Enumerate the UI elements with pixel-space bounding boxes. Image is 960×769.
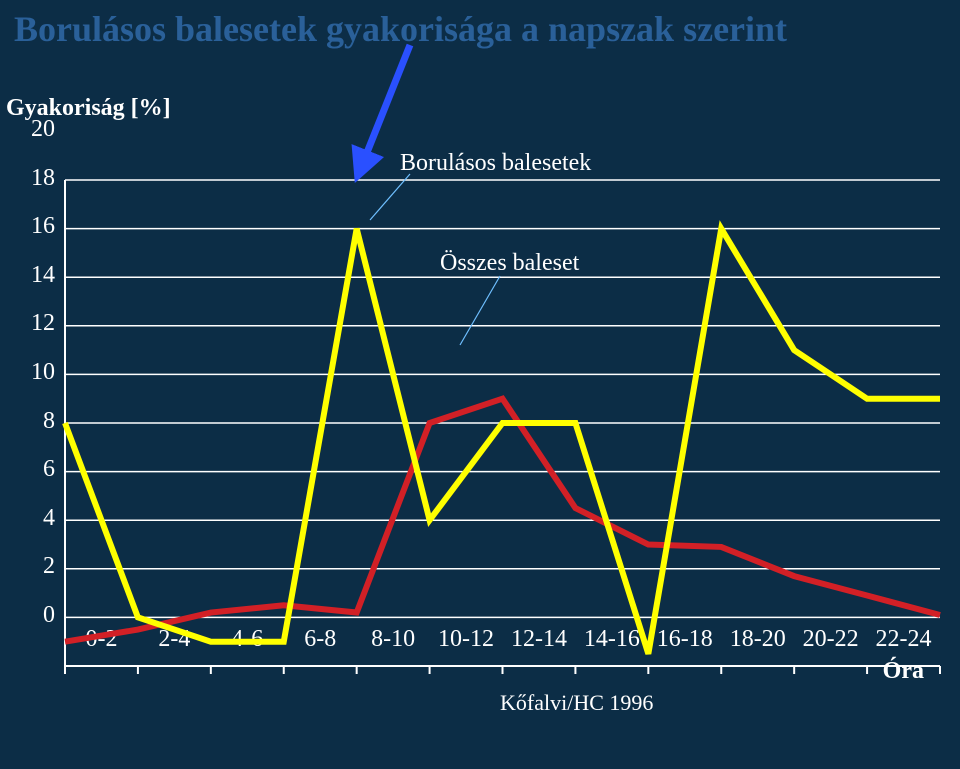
series-line (65, 229, 940, 654)
legend-red: Összes baleset (440, 250, 579, 277)
source-credit: Kőfalvi/HC 1996 (500, 690, 653, 716)
x-axis-label: Óra (883, 658, 924, 685)
chart-title: Borulásos balesetek gyakorisága a napsza… (0, 0, 960, 50)
legend-yellow: Borulásos balesetek (400, 150, 591, 177)
